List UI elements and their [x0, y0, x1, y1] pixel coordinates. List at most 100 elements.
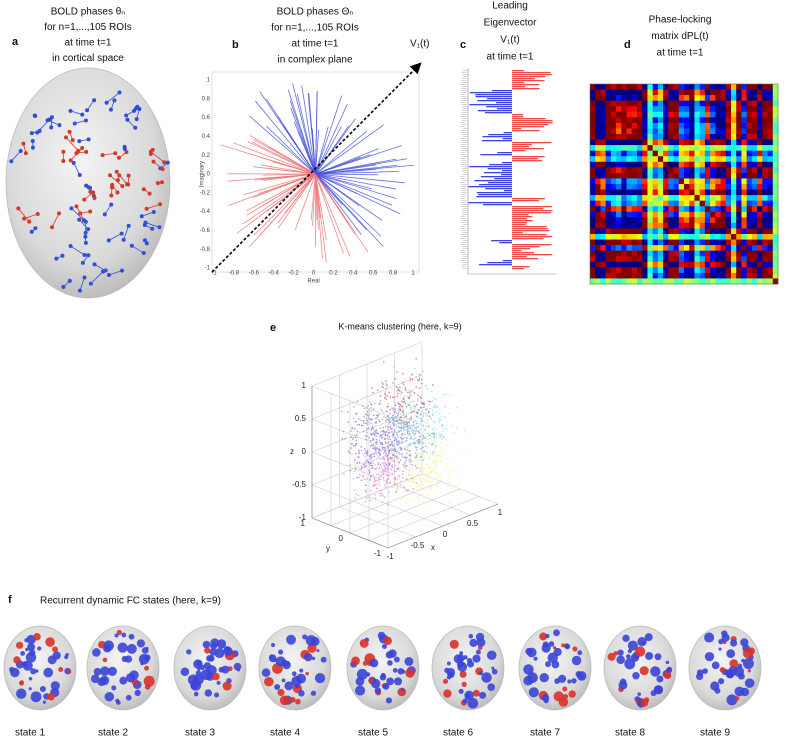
matrix-cell [721, 201, 727, 207]
matrix-cell [710, 84, 716, 90]
matrix-cell [642, 256, 648, 262]
matrix-cell [747, 84, 753, 90]
state-node [115, 699, 119, 703]
matrix-cell [773, 101, 779, 107]
matrix-cell [694, 101, 700, 107]
cluster-point [443, 436, 445, 438]
state-node [720, 667, 726, 673]
matrix-cell [741, 184, 747, 190]
cluster-point [425, 480, 427, 482]
cluster-point [383, 416, 385, 418]
matrix-cell [653, 167, 659, 173]
matrix-cell [600, 190, 606, 196]
cluster-point [397, 402, 399, 404]
matrix-cell [705, 223, 711, 229]
cluster-point [383, 412, 385, 414]
roi-dot [84, 231, 88, 235]
cluster-point [396, 432, 398, 434]
matrix-cell [726, 240, 732, 246]
cluster-point [446, 439, 448, 441]
matrix-cell [668, 262, 674, 268]
matrix-cell [747, 112, 753, 118]
matrix-cell [658, 178, 664, 184]
row-label [462, 168, 467, 169]
cluster-point [425, 469, 427, 471]
matrix-cell [663, 206, 669, 212]
matrix-cell [600, 245, 606, 251]
matrix-cell [741, 173, 747, 179]
matrix-cell [642, 151, 648, 157]
matrix-cell [642, 101, 648, 107]
cluster-point [364, 479, 366, 481]
matrix-cell [752, 117, 758, 123]
cluster-point [412, 374, 414, 376]
matrix-cell [715, 234, 721, 240]
matrix-cell [715, 167, 721, 173]
matrix-cell [731, 256, 737, 262]
matrix-cell [653, 262, 659, 268]
cluster-point [413, 481, 415, 483]
state-node [103, 658, 108, 663]
matrix-cell [668, 101, 674, 107]
matrix-cell [762, 217, 768, 223]
matrix-cell [694, 190, 700, 196]
state-node [743, 658, 754, 669]
matrix-cell [679, 134, 685, 140]
matrix-cell [700, 190, 706, 196]
cluster-point [402, 433, 404, 435]
cluster-point [455, 487, 457, 489]
matrix-cell [731, 273, 737, 279]
cluster-point [423, 403, 425, 405]
cluster-point [396, 445, 398, 447]
cluster-point [419, 423, 421, 425]
state-node [705, 652, 714, 661]
matrix-cell [632, 95, 638, 101]
cluster-point [400, 427, 402, 429]
roi-dot [68, 130, 72, 134]
roi-dot [73, 121, 77, 125]
eigen-bar [479, 264, 512, 265]
matrix-cell [689, 156, 695, 162]
state-node [472, 655, 480, 663]
state-node [467, 698, 478, 709]
matrix-cell [715, 278, 721, 284]
state-node [380, 674, 386, 680]
matrix-cell [689, 217, 695, 223]
row-label [462, 184, 467, 185]
cluster-point [421, 420, 423, 422]
cluster-point [396, 424, 398, 426]
cluster-point [398, 469, 400, 471]
matrix-cell [600, 156, 606, 162]
cluster-point [442, 431, 444, 433]
cluster-point [365, 501, 367, 503]
matrix-cell [632, 156, 638, 162]
row-label [461, 160, 466, 161]
matrix-cell [705, 84, 711, 90]
matrix-cell [621, 267, 627, 273]
row-label [463, 208, 468, 209]
matrix-cell [705, 140, 711, 146]
cluster-point [413, 411, 415, 413]
cluster-point [380, 475, 382, 477]
cluster-point [354, 498, 356, 500]
state-node [476, 633, 484, 641]
cluster-point [414, 456, 416, 458]
matrix-cell [616, 123, 622, 129]
matrix-cell [653, 278, 659, 284]
roi-dot [123, 147, 127, 151]
cluster-point [377, 390, 379, 392]
state-node [276, 656, 286, 666]
state-node [572, 656, 581, 665]
cluster-point [399, 420, 401, 422]
matrix-cell [606, 84, 612, 90]
cluster-point [401, 424, 403, 426]
cluster-point [365, 461, 367, 463]
state-node [311, 691, 316, 696]
cluster-point [417, 426, 419, 428]
cluster-point [418, 432, 420, 434]
matrix-cell [726, 278, 732, 284]
eigen-bar [512, 238, 544, 239]
matrix-cell [668, 140, 674, 146]
matrix-cell [621, 240, 627, 246]
matrix-cell [653, 134, 659, 140]
